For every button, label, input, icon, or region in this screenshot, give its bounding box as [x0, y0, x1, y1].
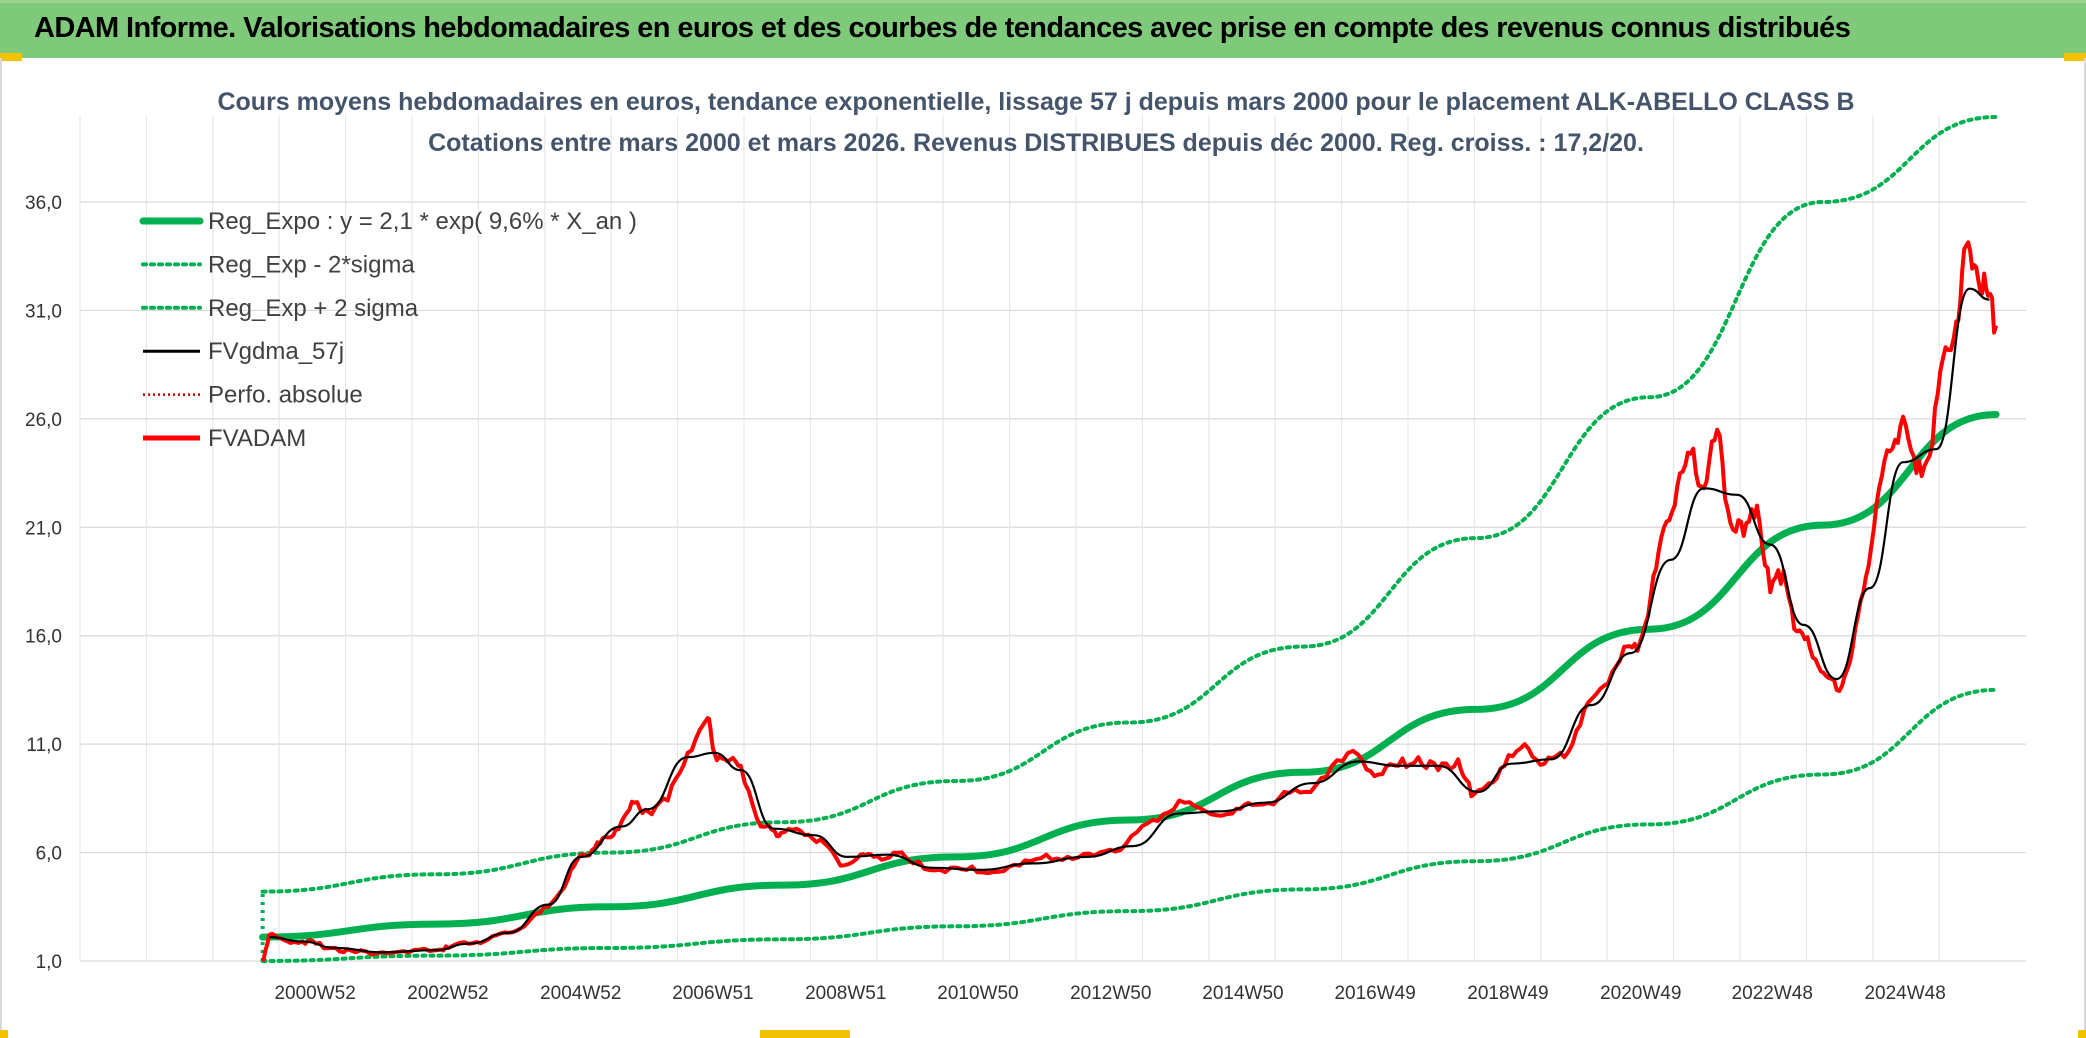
legend-item: Reg_Expo : y = 2,1 * exp( 9,6% * X_an )	[139, 208, 637, 235]
x-tick-label: 2000W52	[274, 983, 355, 1004]
legend-label: Perfo. absolue	[208, 382, 363, 409]
legend-label: FVgdma_57j	[208, 338, 344, 365]
banner: ADAM Informe. Valorisations hebdomadaire…	[0, 0, 2086, 61]
legend-item: Reg_Exp + 2 sigma	[141, 295, 419, 322]
legend-label: Reg_Exp + 2 sigma	[208, 295, 419, 322]
banner-title: ADAM Informe. Valorisations hebdomadaire…	[34, 12, 1851, 44]
x-tick-label: 2018W49	[1467, 983, 1548, 1004]
x-tick-label: 2022W48	[1732, 983, 1813, 1004]
y-tick-label: 26,0	[25, 410, 62, 431]
bottom-mark-left	[0, 1030, 8, 1038]
legend-label: Reg_Expo : y = 2,1 * exp( 9,6% * X_an )	[208, 208, 637, 235]
banner-corner-right	[2064, 53, 2086, 61]
y-tick-label: 16,0	[25, 627, 62, 648]
y-axis-ticks: 1,0 6,0 11,0 16,0 21,0 26,0 31,0 36,0	[25, 193, 62, 973]
y-tick-label: 31,0	[25, 301, 62, 322]
x-tick-label: 2008W51	[805, 983, 886, 1004]
y-tick-label: 21,0	[25, 518, 62, 539]
series-reg-expo	[259, 411, 2000, 941]
y-tick-label: 1,0	[36, 952, 62, 973]
x-tick-label: 2004W52	[540, 983, 621, 1004]
grid	[79, 115, 2026, 962]
y-tick-label: 36,0	[25, 193, 62, 214]
legend-label: Reg_Exp - 2*sigma	[208, 251, 415, 278]
x-tick-label: 2016W49	[1334, 983, 1415, 1004]
legend-item: FVgdma_57j	[143, 338, 344, 365]
chart-frame	[0, 58, 2086, 1038]
legend-item: Perfo. absolue	[143, 382, 363, 409]
bottom-mark-right	[2078, 1030, 2086, 1038]
chart-title-line-1: Cours moyens hebdomadaires en euros, ten…	[217, 88, 1854, 116]
x-tick-label: 2020W49	[1600, 983, 1681, 1004]
chart-title-line-2: Cotations entre mars 2000 et mars 2026. …	[428, 129, 1644, 157]
x-tick-label: 2024W48	[1864, 983, 1945, 1004]
series-layer	[259, 115, 2000, 963]
x-tick-label: 2006W51	[672, 983, 753, 1004]
x-tick-label: 2014W50	[1202, 983, 1283, 1004]
banner-corner-left	[0, 53, 22, 61]
y-tick-label: 11,0	[26, 735, 62, 756]
bottom-strip	[0, 1030, 2086, 1038]
legend-item: FVADAM	[143, 425, 306, 452]
x-tick-label: 2002W52	[407, 983, 488, 1004]
x-axis-ticks: 2000W52 2002W52 2004W52 2006W51 2008W51 2010W…	[274, 983, 1945, 1004]
x-tick-label: 2012W50	[1070, 983, 1151, 1004]
legend-item: Reg_Exp - 2*sigma	[141, 251, 415, 278]
series-fvgdma-57j	[269, 287, 1990, 954]
legend: Reg_Expo : y = 2,1 * exp( 9,6% * X_an ) R…	[139, 208, 637, 452]
series-fvadam	[260, 240, 1999, 962]
x-tick-label: 2010W50	[937, 983, 1018, 1004]
y-tick-label: 6,0	[36, 844, 62, 865]
legend-label: FVADAM	[208, 425, 306, 452]
series-reg-plus-2sigma	[260, 115, 1999, 894]
bottom-mark-mid	[760, 1030, 850, 1038]
series-reg-minus-2sigma	[260, 687, 1999, 963]
